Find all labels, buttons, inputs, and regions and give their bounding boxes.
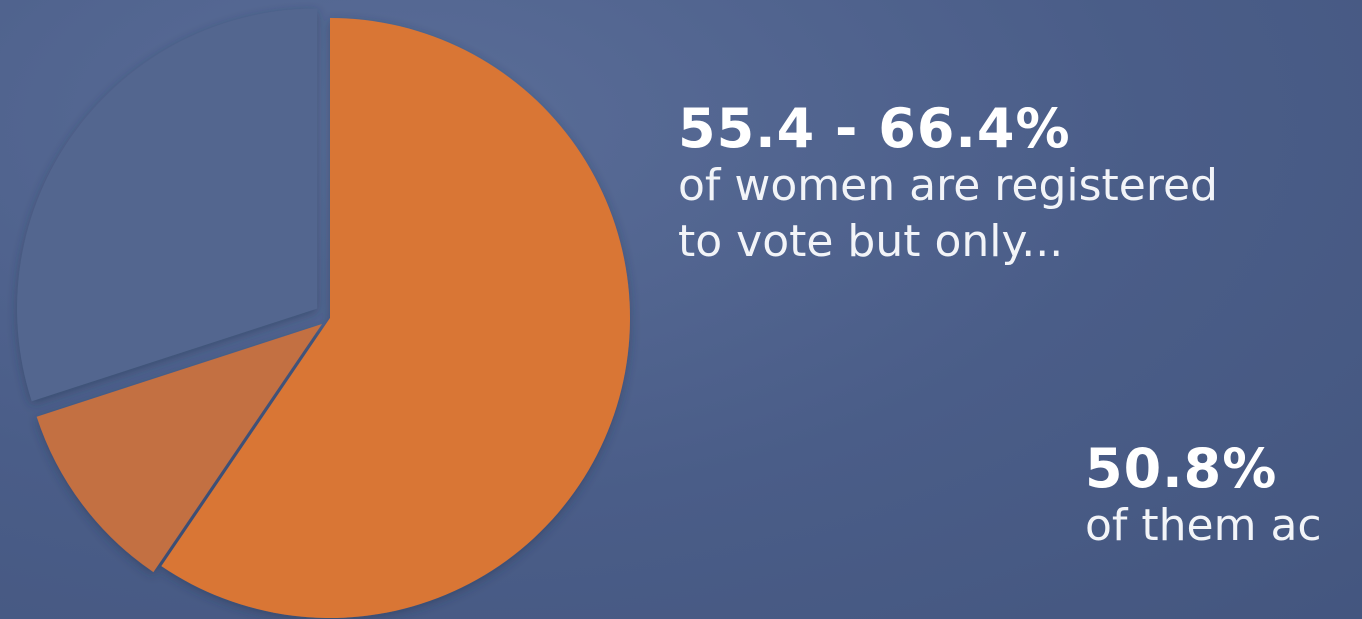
registered-caption-line-1: of women are registered — [678, 160, 1218, 211]
pie-chart — [17, 8, 631, 618]
pie-slice-3 — [17, 8, 318, 402]
registered-percent: 55.4 - 66.4% — [678, 97, 1071, 160]
turnout-stat: 50.8% of them ac — [1085, 440, 1322, 554]
pie-slice-1 — [161, 18, 631, 618]
pie-slice-2 — [36, 324, 322, 573]
registered-stat: 55.4 - 66.4% of women are registered to … — [678, 100, 1218, 270]
turnout-percent: 50.8% — [1085, 437, 1278, 500]
registered-caption-line-2: to vote but only... — [678, 216, 1064, 267]
turnout-caption-line-1: of them ac — [1085, 500, 1322, 551]
